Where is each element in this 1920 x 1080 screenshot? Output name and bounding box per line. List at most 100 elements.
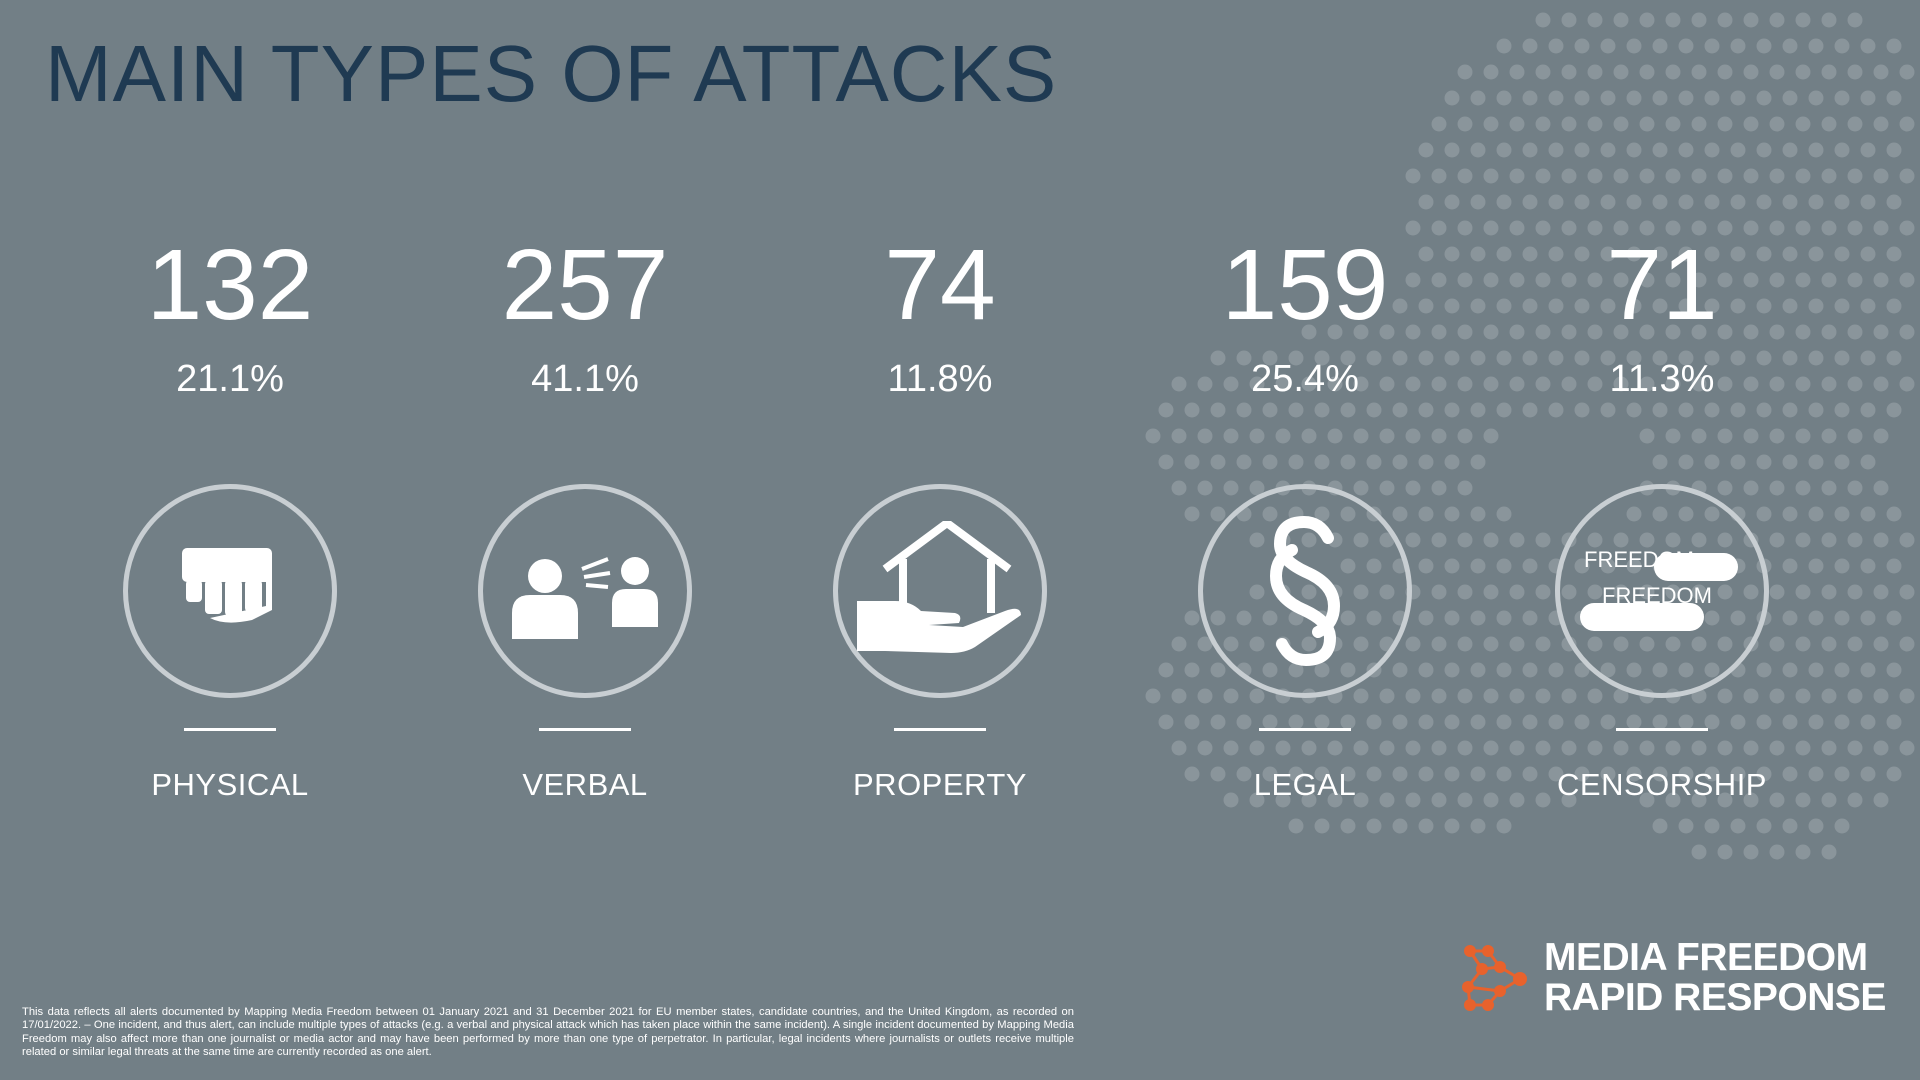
network-nodes-icon [1462, 945, 1527, 1011]
background-dot [1743, 64, 1759, 80]
background-dot [1574, 38, 1590, 54]
background-dot [1847, 272, 1863, 288]
background-dot [1847, 116, 1863, 132]
background-dot [1860, 454, 1876, 470]
background-dot [1652, 818, 1668, 834]
background-dot [1834, 506, 1850, 522]
background-dot [1743, 844, 1759, 860]
background-dot [1834, 766, 1850, 782]
stat-censorship: 71 11.3% FREEDOM FREEDOM CENSORSHIP [1502, 220, 1822, 803]
background-dot [1743, 12, 1759, 28]
censored-text-icon: FREEDOM FREEDOM [1580, 547, 1738, 631]
background-dot [1834, 90, 1850, 106]
background-dot [1769, 12, 1785, 28]
background-dot [1561, 12, 1577, 28]
stat-physical: 132 21.1% PHYSICAL [70, 220, 390, 803]
background-dot [1548, 142, 1564, 158]
background-dot [1860, 350, 1876, 366]
background-dot [1535, 12, 1551, 28]
background-dot [1405, 168, 1421, 184]
background-dot [1834, 662, 1850, 678]
background-dot [1483, 116, 1499, 132]
background-dot [1678, 90, 1694, 106]
logo-line-2: RAPID RESPONSE [1544, 976, 1886, 1019]
background-dot [1821, 428, 1837, 444]
background-dot [1782, 38, 1798, 54]
background-dot [1886, 194, 1902, 210]
background-dot [1535, 64, 1551, 80]
background-dot [1834, 818, 1850, 834]
background-dot [1444, 90, 1460, 106]
background-dot [1652, 38, 1668, 54]
count-censorship: 71 [1606, 229, 1718, 341]
background-dot [1834, 246, 1850, 262]
background-dot [1821, 272, 1837, 288]
background-dot [1821, 116, 1837, 132]
background-dot [1639, 64, 1655, 80]
background-dot [1821, 64, 1837, 80]
background-dot [1717, 168, 1733, 184]
background-dot [1834, 558, 1850, 574]
background-dot [1548, 194, 1564, 210]
fist-icon [182, 548, 272, 623]
background-dot [1691, 64, 1707, 80]
background-dot [1522, 38, 1538, 54]
background-dot [1756, 194, 1772, 210]
background-dot [1431, 168, 1447, 184]
logo-text: MEDIA FREEDOM RAPID RESPONSE [1544, 938, 1886, 1018]
background-dot [1704, 818, 1720, 834]
background-dot [1704, 142, 1720, 158]
divider [894, 728, 986, 731]
background-dot [1847, 12, 1863, 28]
background-dot [1691, 12, 1707, 28]
background-dot [1470, 298, 1486, 314]
background-dot [1782, 90, 1798, 106]
background-dot [1847, 584, 1863, 600]
percent-physical: 21.1% [176, 358, 284, 400]
background-dot [1561, 116, 1577, 132]
background-dot [1600, 38, 1616, 54]
background-dot [1600, 194, 1616, 210]
background-dot [1470, 142, 1486, 158]
background-dot [1652, 142, 1668, 158]
background-dot [1704, 38, 1720, 54]
background-dot [1678, 142, 1694, 158]
background-dot [1860, 194, 1876, 210]
background-dot [1769, 116, 1785, 132]
background-dot [1899, 324, 1915, 340]
background-dot [1678, 38, 1694, 54]
background-dot [1834, 298, 1850, 314]
background-dot [1821, 324, 1837, 340]
background-dot [1756, 90, 1772, 106]
background-dot [1587, 64, 1603, 80]
house-in-hand-icon [857, 521, 1021, 653]
background-dot [1860, 662, 1876, 678]
background-dot [1834, 142, 1850, 158]
background-dot [1730, 90, 1746, 106]
background-dot [1496, 90, 1512, 106]
background-dot [1509, 64, 1525, 80]
label-legal: LEGAL [1253, 767, 1357, 802]
background-dot [1873, 64, 1889, 80]
background-dot [1509, 168, 1525, 184]
count-verbal: 257 [501, 229, 669, 341]
background-dot [1834, 402, 1850, 418]
background-dot [1808, 90, 1824, 106]
divider [184, 728, 276, 731]
background-dot [1873, 636, 1889, 652]
background-dot [1665, 116, 1681, 132]
background-dot [1873, 376, 1889, 392]
background-dot [1470, 90, 1486, 106]
background-dot [1873, 168, 1889, 184]
background-dot [1899, 688, 1915, 704]
background-dot [1860, 90, 1876, 106]
background-dot [1483, 376, 1499, 392]
divider [539, 728, 631, 731]
label-property: PROPERTY [853, 767, 1027, 802]
background-dot [1782, 142, 1798, 158]
background-dot [1769, 844, 1785, 860]
stat-legal: 159 25.4% LEGAL [1145, 220, 1465, 803]
background-dot [1795, 168, 1811, 184]
background-dot [1457, 116, 1473, 132]
background-dot [1860, 766, 1876, 782]
